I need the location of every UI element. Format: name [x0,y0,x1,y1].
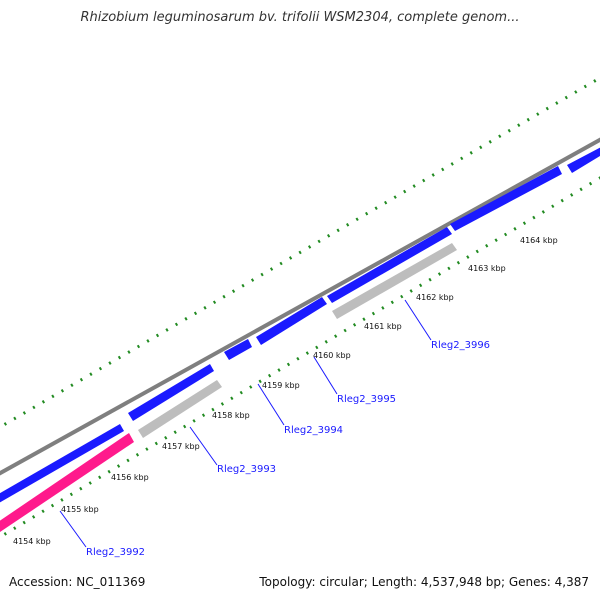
reverse-strand [0,243,457,532]
gene-label[interactable]: Rleg2_3996 [431,340,490,351]
genome-summary: Topology: circular; Length: 4,537,948 bp… [259,575,589,589]
gene-forward[interactable] [128,364,214,421]
gene-labels: Rleg2_3992 Rleg2_3993 Rleg2_3994 Rleg2_3… [86,340,490,558]
tick-label: 4159 kbp [262,381,300,390]
gene-label[interactable]: Rleg2_3993 [217,464,276,475]
gene-forward[interactable] [0,424,124,503]
gc-track-inner [0,176,600,539]
genome-backbone [0,137,600,476]
gene-forward[interactable] [327,227,452,303]
tick-label: 4161 kbp [364,322,402,331]
gene-rna[interactable] [0,433,134,532]
tick-label: 4154 kbp [13,537,51,546]
gene-forward[interactable] [567,145,600,173]
gene-reverse[interactable] [332,243,457,319]
tick-label: 4157 kbp [162,442,200,451]
gc-track-outer [0,76,600,429]
accession-text: Accession: NC_011369 [9,575,146,589]
map-title: Rhizobium leguminosarum bv. trifolii WSM… [80,10,520,25]
gene-label[interactable]: Rleg2_3995 [337,394,396,405]
gene-label[interactable]: Rleg2_3994 [284,425,343,436]
gene-forward[interactable] [450,166,562,231]
tick-label: 4164 kbp [520,236,558,245]
gene-reverse[interactable] [138,380,222,438]
gene-forward[interactable] [224,339,252,360]
tick-label: 4163 kbp [468,264,506,273]
tick-label: 4155 kbp [61,505,99,514]
gene-forward[interactable] [256,297,327,345]
gene-label[interactable]: Rleg2_3992 [86,547,145,558]
forward-strand [0,145,600,503]
tick-label: 4162 kbp [416,293,454,302]
tick-label: 4160 kbp [313,351,351,360]
label-leaders [59,299,432,548]
tick-label: 4158 kbp [212,411,250,420]
tick-labels: 4154 kbp 4155 kbp 4156 kbp 4157 kbp 4158… [13,236,558,546]
tick-label: 4156 kbp [111,473,149,482]
